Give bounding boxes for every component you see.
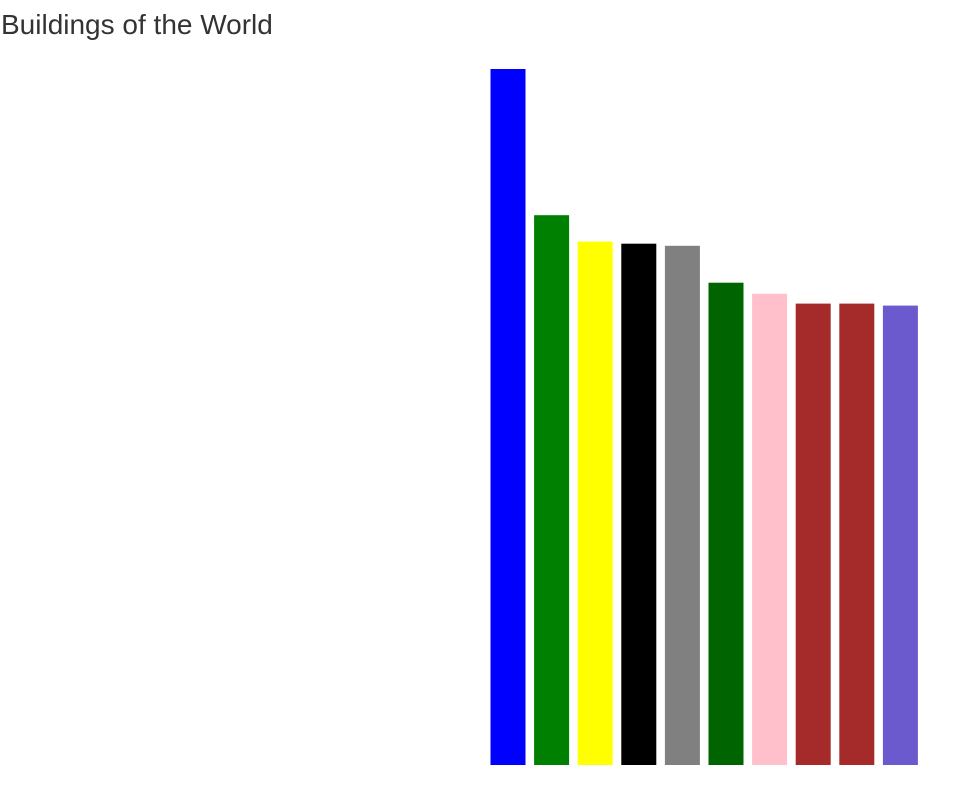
bar-8 bbox=[795, 303, 831, 765]
bar-10 bbox=[882, 305, 918, 765]
bar-2 bbox=[534, 215, 570, 765]
bar-9 bbox=[839, 303, 875, 765]
bar-5 bbox=[664, 245, 700, 766]
bar-4 bbox=[621, 243, 657, 765]
bar-3 bbox=[577, 241, 613, 766]
chart-title: Buildings of the World bbox=[1, 9, 273, 40]
bar-6 bbox=[708, 282, 744, 765]
bar-7 bbox=[752, 293, 788, 765]
bar-1 bbox=[490, 69, 526, 765]
